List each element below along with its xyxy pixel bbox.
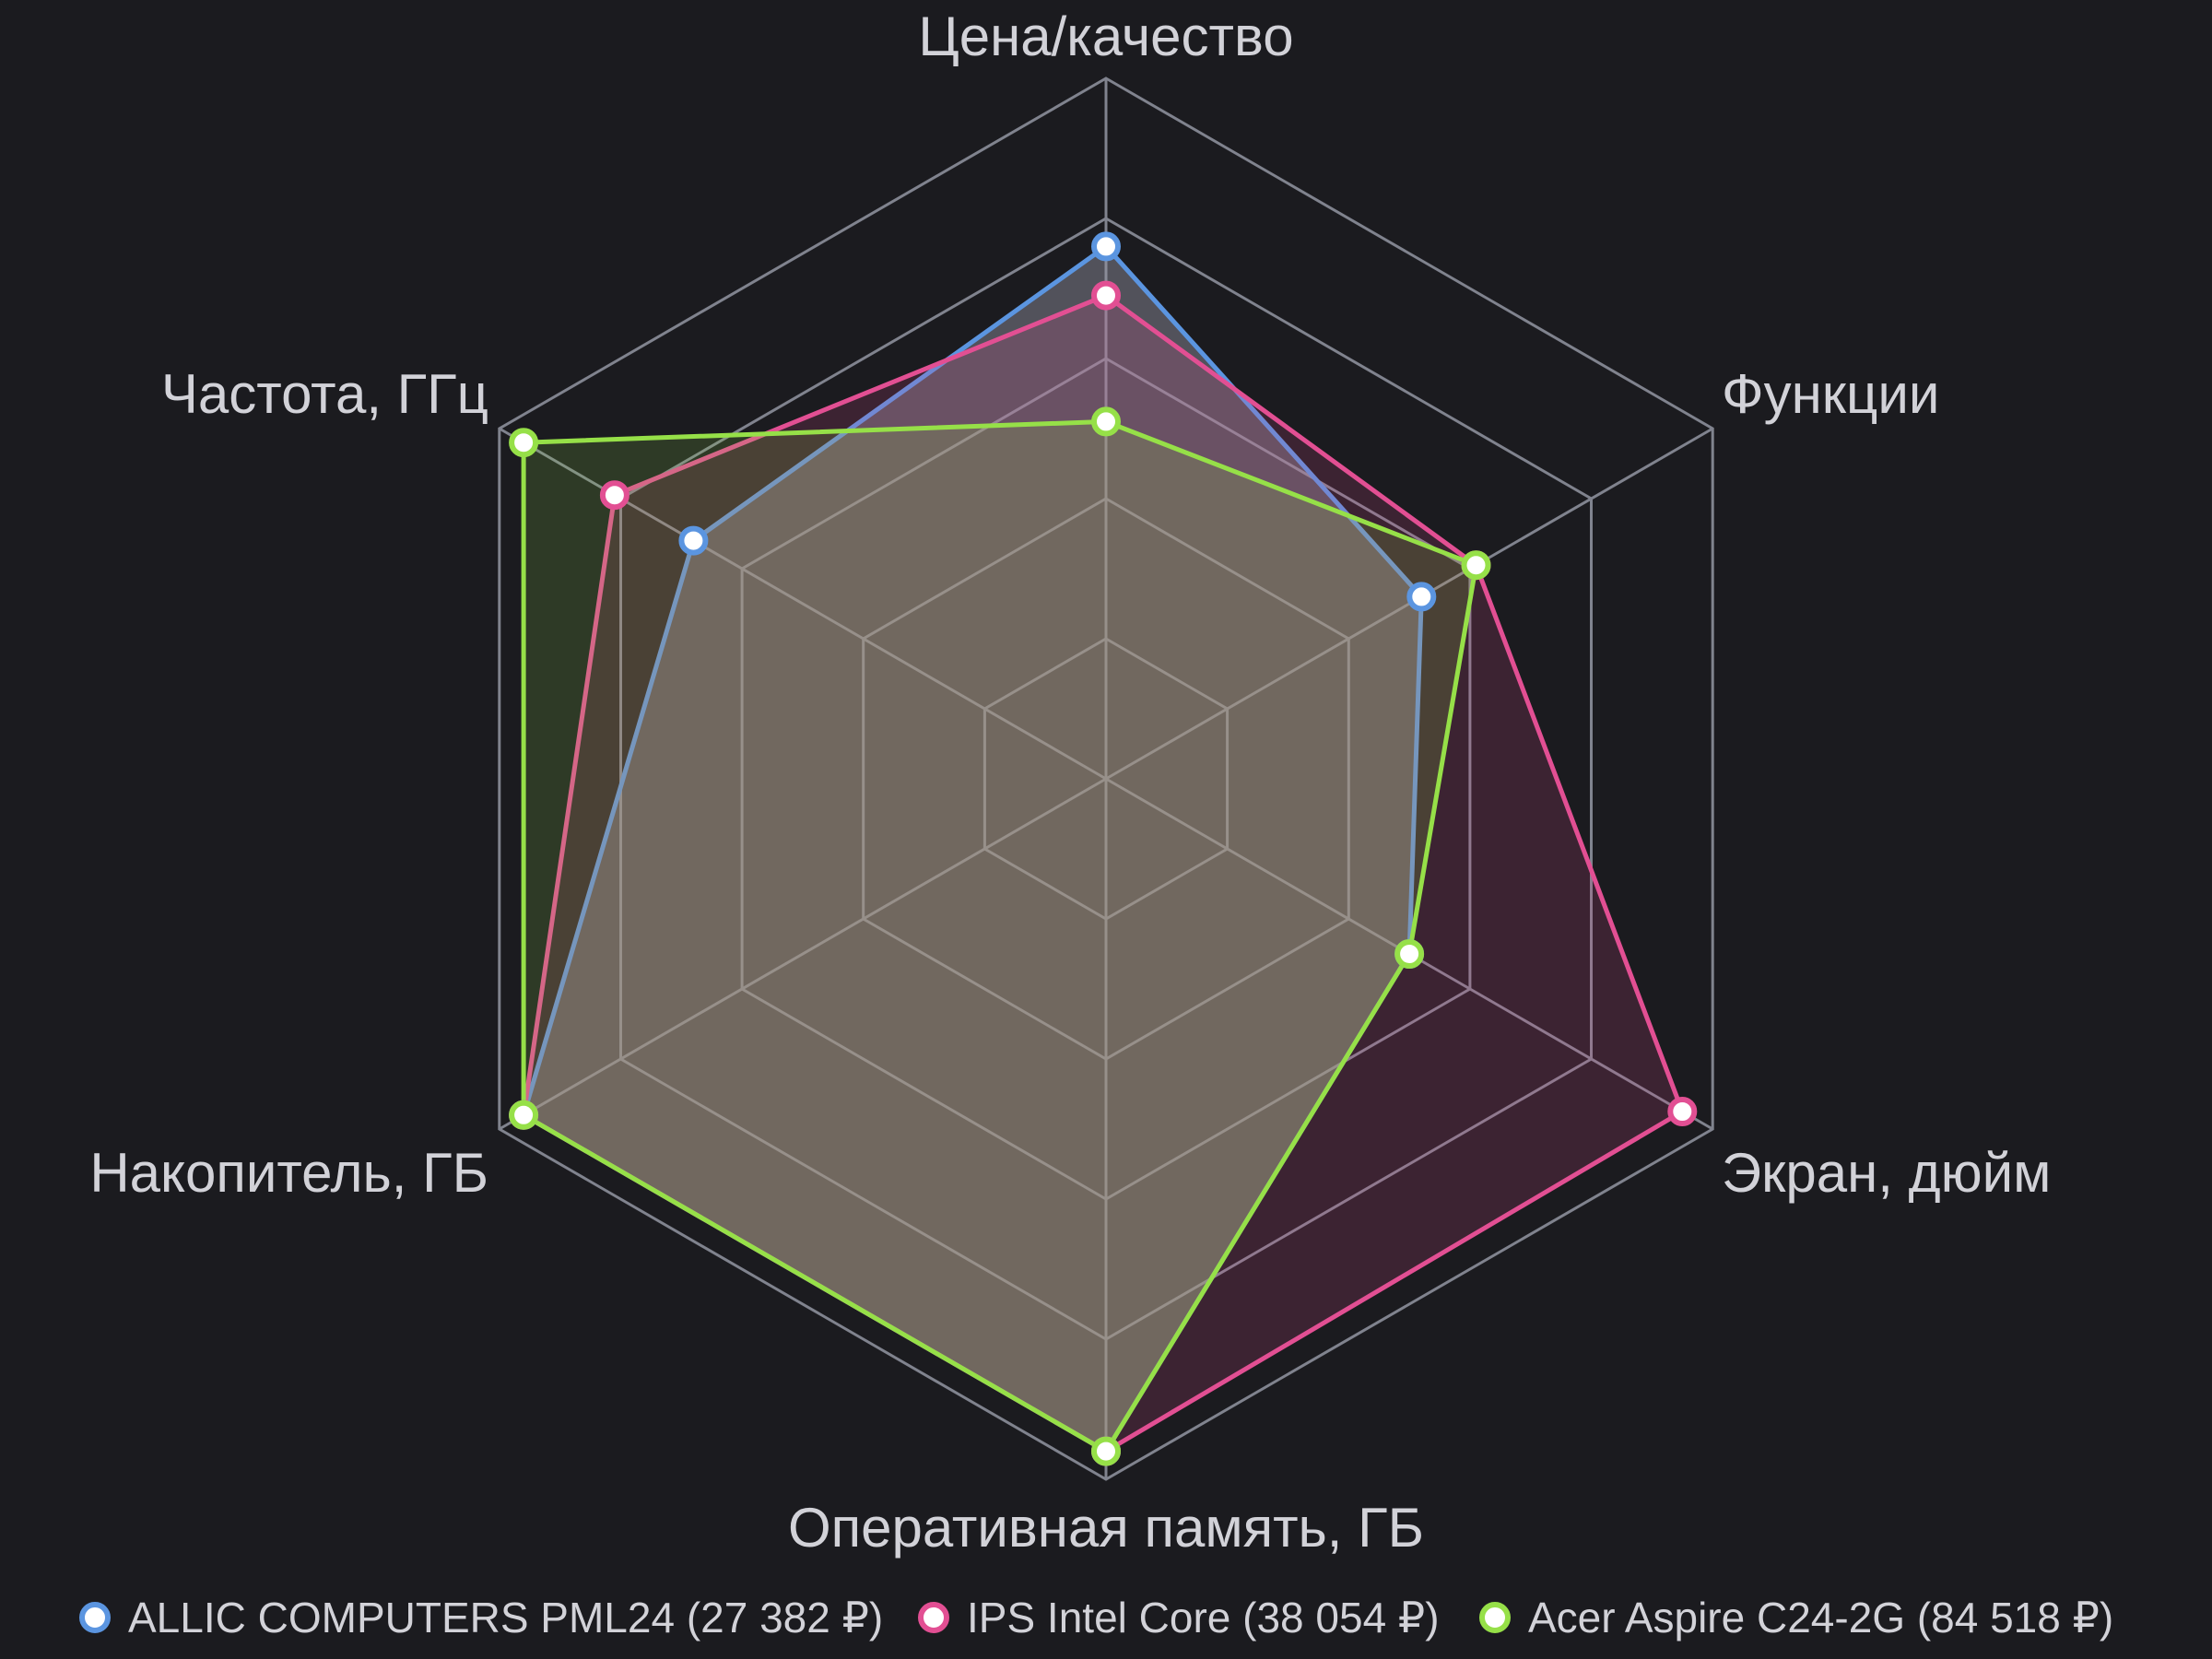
axis-label-4: Оперативная память, ГБ <box>788 1497 1424 1559</box>
data-point-series-3-axis-4[interactable] <box>1091 1436 1121 1466</box>
axis-label-1: Цена/качество <box>918 6 1293 67</box>
legend: ALLIC COMPUTERS PML24 (27 382 ₽) IPS Inte… <box>79 1594 2113 1641</box>
axis-label-2: Функции <box>1722 363 1939 425</box>
data-point-series-3-axis-5[interactable] <box>509 1100 539 1130</box>
data-point-series-3-axis-3[interactable] <box>1394 939 1425 969</box>
data-point-series-2-axis-6[interactable] <box>599 480 629 511</box>
axis-label-6: Частота, ГГц <box>161 363 488 425</box>
grid-spoke <box>499 427 1107 781</box>
axis-labels: Цена/качество Функции Экран, дюйм Оперативн… <box>89 6 2051 1559</box>
data-point-series-3-axis-1[interactable] <box>1091 406 1121 437</box>
legend-marker-1[interactable] <box>79 1602 111 1633</box>
radar-series <box>509 231 1698 1466</box>
data-point-series-2-axis-3[interactable] <box>1667 1097 1698 1126</box>
legend-label-1[interactable]: ALLIC COMPUTERS PML24 (27 382 ₽) <box>128 1594 883 1641</box>
grid-spoke <box>499 777 1107 1131</box>
data-point-series-1-axis-6[interactable] <box>678 525 709 556</box>
data-point-series-3-axis-6[interactable] <box>509 428 539 458</box>
legend-marker-2[interactable] <box>918 1602 949 1633</box>
legend-label-3[interactable]: Acer Aspire C24-2G (84 518 ₽) <box>1528 1594 2113 1641</box>
legend-marker-3[interactable] <box>1479 1602 1511 1633</box>
data-point-series-1-axis-2[interactable] <box>1406 582 1437 612</box>
data-point-series-2-axis-1[interactable] <box>1091 280 1121 311</box>
data-point-series-1-axis-1[interactable] <box>1091 231 1121 262</box>
axis-label-5: Накопитель, ГБ <box>89 1142 488 1204</box>
axis-label-3: Экран, дюйм <box>1722 1142 2051 1204</box>
legend-label-2[interactable]: IPS Intel Core (38 054 ₽) <box>967 1594 1440 1641</box>
data-point-series-3-axis-2[interactable] <box>1461 550 1491 581</box>
